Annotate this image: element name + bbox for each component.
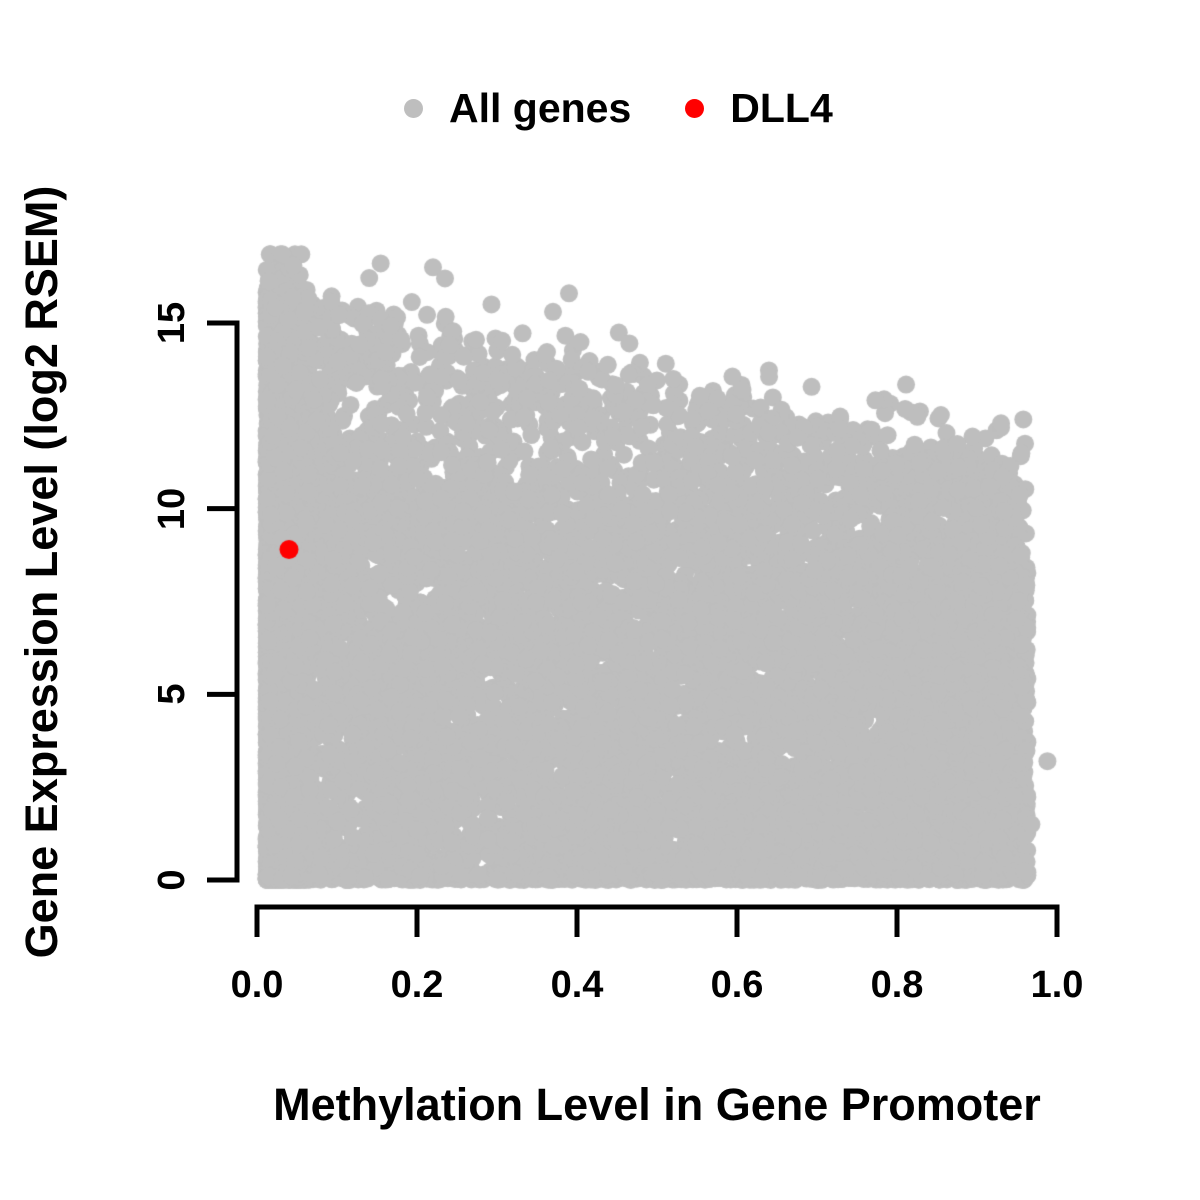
legend-label-dll4: DLL4 (730, 84, 833, 131)
y-tick-label-5: 5 (151, 683, 193, 705)
legend-item-dll4: DLL4 (685, 84, 833, 131)
y-tick-label-10: 10 (151, 487, 193, 530)
legend-marker-dll4-icon (685, 98, 705, 118)
x-tick-label-0.6: 0.6 (710, 964, 764, 1006)
legend-item-all-genes: All genes (404, 84, 632, 131)
x-tick-label-0.4: 0.4 (550, 964, 604, 1006)
x-tick-label-0.8: 0.8 (870, 964, 924, 1006)
y-axis-title: Gene Expression Level (log2 RSEM) (16, 185, 67, 959)
x-tick-label-1.0: 1.0 (1030, 964, 1084, 1006)
x-tick-label-0.0: 0.0 (230, 964, 284, 1006)
legend-marker-all-genes-icon (404, 98, 423, 118)
x-tick-label-0.2: 0.2 (390, 964, 444, 1006)
y-tick-label-15: 15 (151, 301, 193, 345)
y-tick-label-0: 0 (151, 869, 193, 891)
legend-label-all-genes: All genes (449, 84, 632, 131)
x-axis-title: Methylation Level in Gene Promoter (273, 1079, 1041, 1130)
legend: All genes DLL4 (404, 82, 833, 134)
